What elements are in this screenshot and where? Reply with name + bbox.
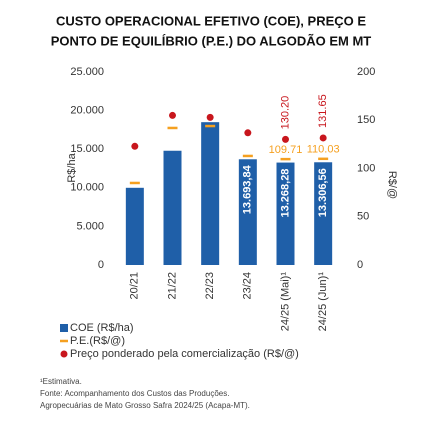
- y2-tick-label: 200: [357, 66, 375, 78]
- y-tick-label: 20.000: [70, 105, 104, 117]
- bar: [276, 162, 295, 265]
- pe-marker: [318, 157, 329, 161]
- y-tick-label: 10.000: [70, 182, 104, 194]
- x-tick-label: 21/22: [166, 272, 178, 300]
- price-dot: [169, 111, 176, 119]
- bar: [238, 159, 257, 265]
- x-tick-label: 22/23: [204, 272, 216, 300]
- y2-axis-label: R$/@: [386, 171, 398, 199]
- pe-value-label: 110.03: [307, 144, 340, 156]
- bar-value-label: 13.306,56: [317, 168, 329, 217]
- legend-marker: [60, 339, 68, 343]
- price-dot: [206, 113, 214, 121]
- y-tick-label: 0: [98, 259, 104, 271]
- chart-title: PONTO DE EQUILÍBRIO (P.E.) DO ALGODÃO EM…: [51, 33, 372, 48]
- pe-marker: [242, 154, 253, 158]
- legend-label: Preço ponderado pela comercialização (R$…: [70, 348, 299, 360]
- price-value-label: 130.20: [279, 96, 291, 130]
- x-tick-label: 23/24: [242, 272, 254, 300]
- pe-marker: [167, 126, 178, 130]
- pe-value-label: 109.71: [269, 144, 303, 156]
- bar: [163, 150, 182, 265]
- y-tick-label: 5.000: [76, 220, 104, 232]
- bar: [125, 187, 144, 265]
- y-tick-label: 15.000: [70, 143, 104, 155]
- bar-value-label: 13.268,28: [279, 169, 291, 218]
- footnote: Fonte: Acompanhamento dos Custos das Pro…: [40, 389, 229, 398]
- pe-marker: [205, 124, 216, 128]
- legend-label: COE (R$/ha): [70, 322, 134, 334]
- pe-marker: [280, 157, 291, 161]
- price-value-label: 131.65: [317, 94, 329, 128]
- y-axis-label: R$/ha: [66, 152, 78, 182]
- y-tick-label: 25.000: [70, 66, 104, 78]
- price-dot: [282, 135, 289, 143]
- y2-tick-label: 150: [357, 114, 375, 126]
- x-tick-label: 24/25 (Mai)¹: [279, 272, 291, 332]
- y2-tick-label: 0: [357, 259, 363, 271]
- bar: [201, 122, 220, 266]
- footnote: ¹Estimativa.: [40, 377, 82, 386]
- price-dot: [319, 134, 327, 142]
- chart-title: CUSTO OPERACIONAL EFETIVO (COE), PREÇO E: [56, 13, 366, 28]
- x-tick-label: 24/25 (Jun)¹: [317, 272, 329, 332]
- legend-marker: [60, 324, 68, 332]
- x-tick-label: 20/21: [129, 272, 141, 300]
- y2-tick-label: 100: [357, 162, 375, 174]
- legend-label: P.E.(R$/@): [70, 335, 125, 347]
- footnote: Agropecuárias de Mato Grosso Safra 2024/…: [40, 401, 250, 410]
- legend-marker: [60, 350, 68, 358]
- bar-value-label: 13.693,84: [242, 164, 254, 214]
- pe-marker: [129, 181, 140, 185]
- y2-tick-label: 50: [357, 211, 369, 223]
- price-dot: [244, 129, 252, 137]
- bar: [314, 162, 333, 265]
- price-dot: [131, 142, 139, 150]
